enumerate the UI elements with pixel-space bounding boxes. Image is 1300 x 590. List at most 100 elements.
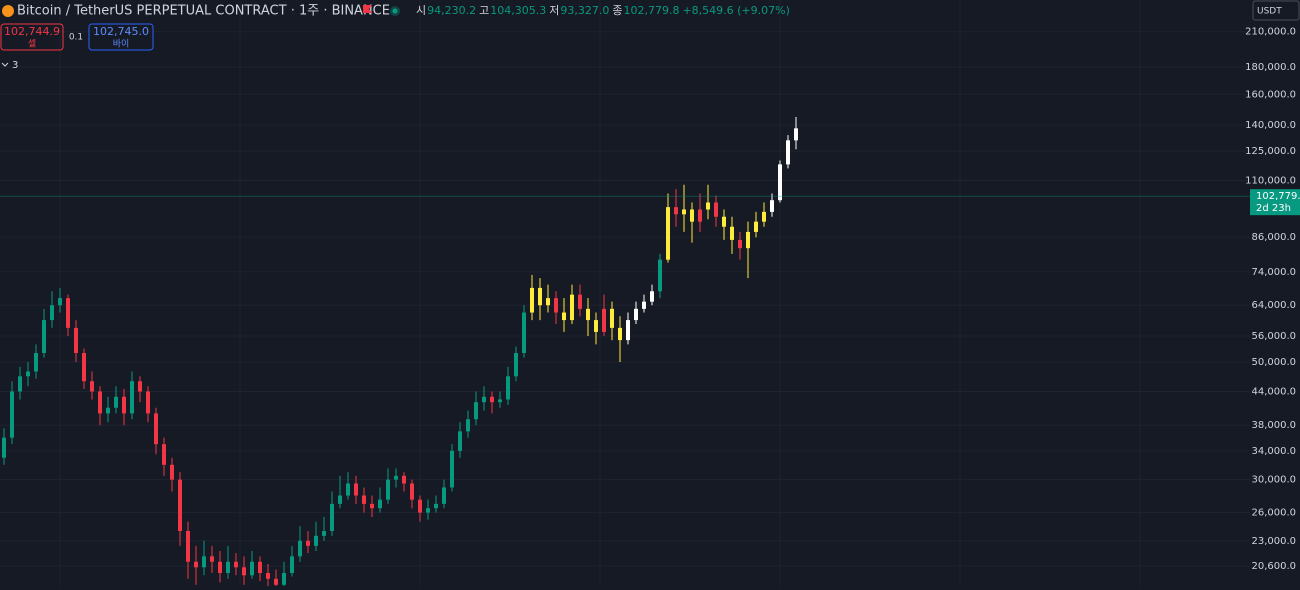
candle-body xyxy=(674,207,678,215)
ohlc-value: 104,305.3 xyxy=(490,4,546,17)
last-price-tag xyxy=(1250,189,1300,216)
plot-area xyxy=(0,116,1250,586)
ohlc-value: 94,230.2 xyxy=(427,4,476,17)
candle-body xyxy=(258,561,262,573)
ohlc-value: 93,327.0 xyxy=(560,4,609,17)
candle-body xyxy=(578,294,582,309)
candle-body xyxy=(306,540,310,546)
ohlc-label: 종 xyxy=(612,4,622,17)
currency[interactable]: USDT xyxy=(1257,7,1282,17)
buy-button[interactable] xyxy=(88,23,154,51)
currency-box[interactable] xyxy=(1252,0,1300,21)
candle-body xyxy=(778,164,782,201)
candle-body xyxy=(426,508,430,513)
y-tick-label: 20,600.0 xyxy=(1251,561,1296,572)
y-tick-label: 23,000.0 xyxy=(1251,536,1296,547)
candle-body xyxy=(554,298,558,313)
sell-label: 셀 xyxy=(28,39,36,50)
y-tick-label: 30,000.0 xyxy=(1251,475,1296,486)
candle-body xyxy=(18,376,22,392)
candle-body xyxy=(194,561,198,568)
y-tick-label: 26,000.0 xyxy=(1251,508,1296,519)
candle-body xyxy=(338,495,342,504)
candle-body xyxy=(482,396,486,403)
candle-body xyxy=(786,140,790,165)
grid xyxy=(0,0,1250,586)
candle-body xyxy=(650,291,654,302)
candle-body xyxy=(722,216,726,227)
candle-body xyxy=(586,308,590,321)
indicator-count[interactable]: 3 xyxy=(12,60,18,71)
candle-body xyxy=(106,407,110,414)
candle-body xyxy=(10,391,14,438)
y-tick-label: 210,000.0 xyxy=(1245,27,1296,38)
candle-body xyxy=(402,475,406,484)
candle-body xyxy=(242,567,246,576)
buy-label: 바이 xyxy=(113,39,130,50)
candle-body xyxy=(74,327,78,354)
candle-body xyxy=(234,561,238,568)
candle-body xyxy=(274,578,278,585)
candle-body xyxy=(354,483,358,496)
candle-body xyxy=(658,259,662,292)
candle-body xyxy=(170,464,174,480)
symbol[interactable]: Bitcoin / TetherUS PERPETUAL CONTRACT · … xyxy=(17,4,390,19)
ohlc-label: 저 xyxy=(549,4,559,17)
candle-body xyxy=(562,312,566,321)
ohlc-value: 102,779.8 xyxy=(623,4,679,17)
candle-body xyxy=(514,353,518,377)
ohlc-legend: 시 94,230.2 고 104,305.3 저 93,327.0 종 102,779.8 +8… xyxy=(416,4,790,17)
y-tick-label: 110,000.0 xyxy=(1245,176,1296,187)
candle-body xyxy=(610,308,614,328)
candle-body xyxy=(714,202,718,217)
candle-body xyxy=(50,305,54,321)
candle-body xyxy=(138,381,142,392)
candle-body xyxy=(226,561,230,573)
candle-body xyxy=(130,381,134,414)
candle-body xyxy=(346,483,350,496)
candle-body xyxy=(266,572,270,579)
candle-body xyxy=(410,483,414,500)
status-dot xyxy=(392,8,398,14)
candle-body xyxy=(474,402,478,420)
candle-body xyxy=(2,437,6,458)
candle-body xyxy=(282,572,286,585)
candle-body xyxy=(82,353,86,382)
candle-body xyxy=(746,231,750,249)
candle-body xyxy=(626,320,630,341)
sell-button[interactable] xyxy=(0,23,64,51)
candle-body xyxy=(298,540,302,557)
last-price: 102,779.8 xyxy=(1256,191,1300,202)
candle-body xyxy=(666,207,670,260)
candle-body xyxy=(618,327,622,341)
candle-body xyxy=(506,376,510,400)
candle-body xyxy=(314,535,318,546)
y-tick-label: 38,000.0 xyxy=(1251,420,1296,431)
candle-body xyxy=(690,209,694,222)
candle-body xyxy=(642,301,646,309)
sell-price: 102,744.9 xyxy=(4,25,60,38)
change: +8,549.6 (+9.07%) xyxy=(682,4,789,17)
countdown: 2d 23h xyxy=(1256,203,1291,214)
candle-body xyxy=(42,320,46,354)
candle-body xyxy=(98,391,102,414)
y-tick-label: 44,000.0 xyxy=(1251,386,1296,397)
candle-body xyxy=(122,396,126,414)
y-tick-label: 160,000.0 xyxy=(1245,89,1296,100)
candle-body xyxy=(186,531,190,562)
candle-body xyxy=(66,298,70,328)
symbol-logo xyxy=(2,5,14,17)
candle-body xyxy=(522,312,526,354)
candle-body xyxy=(330,503,334,532)
buy-price: 102,745.0 xyxy=(93,25,149,38)
candle-body xyxy=(154,413,158,445)
collapse-icon[interactable] xyxy=(1,62,9,67)
y-tick-label: 34,000.0 xyxy=(1251,446,1296,457)
candle-body xyxy=(490,396,494,403)
flag[interactable] xyxy=(363,5,372,13)
candle-body xyxy=(466,419,470,432)
candle-body xyxy=(442,487,446,504)
candle-body xyxy=(530,287,534,313)
candle-body xyxy=(178,479,182,532)
price-axis: 20,600.0 23,000.0 26,000.0 30,000.0 34,000.0… xyxy=(1245,27,1300,572)
